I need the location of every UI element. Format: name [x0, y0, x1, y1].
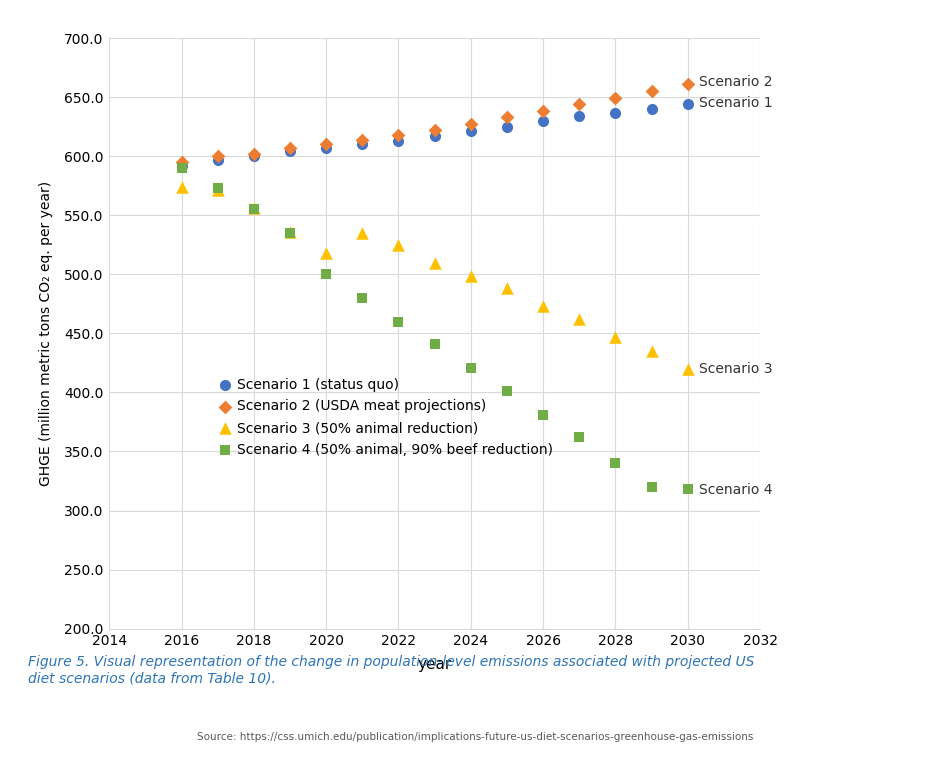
- Scenario 2 (USDA meat projections): [210, 150, 225, 162]
- Scenario 1 (status quo): [174, 159, 189, 171]
- Scenario 1 (status quo): [246, 150, 261, 162]
- Scenario 3 (50% animal reduction): [500, 283, 515, 295]
- Scenario 2 (USDA meat projections): [500, 111, 515, 123]
- Scenario 4 (50% animal, 90% beef reduction): [680, 483, 695, 495]
- Scenario 4 (50% animal, 90% beef reduction): [354, 292, 370, 304]
- X-axis label: year: year: [417, 657, 452, 671]
- Scenario 3 (50% animal reduction): [536, 300, 551, 312]
- Scenario 4 (50% animal, 90% beef reduction): [390, 315, 406, 328]
- Text: Figure 5. Visual representation of the change in population-level emissions asso: Figure 5. Visual representation of the c…: [28, 655, 755, 686]
- Scenario 4 (50% animal, 90% beef reduction): [210, 182, 225, 194]
- Scenario 3 (50% animal reduction): [644, 345, 659, 357]
- Scenario 2 (USDA meat projections): [608, 92, 623, 104]
- Scenario 1 (status quo): [428, 130, 443, 142]
- Y-axis label: GHGE (million metric tons CO₂ eq. per year): GHGE (million metric tons CO₂ eq. per ye…: [39, 181, 53, 486]
- Scenario 3 (50% animal reduction): [354, 227, 370, 239]
- Scenario 3 (50% animal reduction): [428, 256, 443, 269]
- Scenario 2 (USDA meat projections): [644, 85, 659, 98]
- Scenario 3 (50% animal reduction): [608, 331, 623, 343]
- Scenario 3 (50% animal reduction): [318, 247, 333, 259]
- Scenario 2 (USDA meat projections): [536, 105, 551, 117]
- Scenario 1 (status quo): [354, 139, 370, 151]
- Scenario 2 (USDA meat projections): [680, 78, 695, 90]
- Scenario 4 (50% animal, 90% beef reduction): [536, 408, 551, 421]
- Scenario 2 (USDA meat projections): [282, 142, 297, 154]
- Scenario 4 (50% animal, 90% beef reduction): [500, 385, 515, 397]
- Scenario 4 (50% animal, 90% beef reduction): [318, 268, 333, 280]
- Text: Scenario 3: Scenario 3: [698, 362, 772, 376]
- Scenario 2 (USDA meat projections): [246, 148, 261, 160]
- Scenario 4 (50% animal, 90% beef reduction): [282, 227, 297, 239]
- Text: Scenario 1: Scenario 1: [698, 96, 772, 110]
- Scenario 3 (50% animal reduction): [246, 202, 261, 214]
- Scenario 3 (50% animal reduction): [210, 184, 225, 197]
- Text: Scenario 2: Scenario 2: [698, 75, 772, 89]
- Text: Scenario 4: Scenario 4: [698, 483, 772, 498]
- Scenario 2 (USDA meat projections): [318, 139, 333, 151]
- Scenario 1 (status quo): [680, 98, 695, 110]
- Scenario 3 (50% animal reduction): [572, 313, 587, 325]
- Scenario 3 (50% animal reduction): [680, 363, 695, 375]
- Scenario 1 (status quo): [608, 107, 623, 119]
- Scenario 1 (status quo): [464, 125, 479, 137]
- Scenario 1 (status quo): [210, 154, 225, 166]
- Scenario 1 (status quo): [644, 103, 659, 115]
- Scenario 1 (status quo): [572, 110, 587, 122]
- Scenario 3 (50% animal reduction): [174, 181, 189, 193]
- Scenario 2 (USDA meat projections): [464, 118, 479, 130]
- Legend: Scenario 1 (status quo), Scenario 2 (USDA meat projections), Scenario 3 (50% ani: Scenario 1 (status quo), Scenario 2 (USD…: [214, 372, 559, 463]
- Text: Source: https://css.umich.edu/publication/implications-future-us-diet-scenarios-: Source: https://css.umich.edu/publicatio…: [197, 732, 753, 741]
- Scenario 1 (status quo): [536, 114, 551, 126]
- Scenario 2 (USDA meat projections): [428, 124, 443, 136]
- Scenario 1 (status quo): [500, 120, 515, 133]
- Scenario 2 (USDA meat projections): [390, 129, 406, 141]
- Scenario 2 (USDA meat projections): [572, 98, 587, 110]
- Scenario 3 (50% animal reduction): [464, 270, 479, 282]
- Scenario 4 (50% animal, 90% beef reduction): [428, 338, 443, 350]
- Scenario 4 (50% animal, 90% beef reduction): [644, 481, 659, 493]
- Scenario 2 (USDA meat projections): [354, 133, 370, 146]
- Scenario 4 (50% animal, 90% beef reduction): [246, 203, 261, 216]
- Scenario 3 (50% animal reduction): [390, 239, 406, 251]
- Scenario 3 (50% animal reduction): [282, 226, 297, 238]
- Scenario 4 (50% animal, 90% beef reduction): [464, 361, 479, 373]
- Scenario 1 (status quo): [390, 135, 406, 147]
- Scenario 1 (status quo): [282, 146, 297, 158]
- Scenario 2 (USDA meat projections): [174, 156, 189, 168]
- Scenario 4 (50% animal, 90% beef reduction): [572, 431, 587, 443]
- Scenario 4 (50% animal, 90% beef reduction): [174, 162, 189, 174]
- Scenario 1 (status quo): [318, 142, 333, 154]
- Scenario 4 (50% animal, 90% beef reduction): [608, 457, 623, 469]
